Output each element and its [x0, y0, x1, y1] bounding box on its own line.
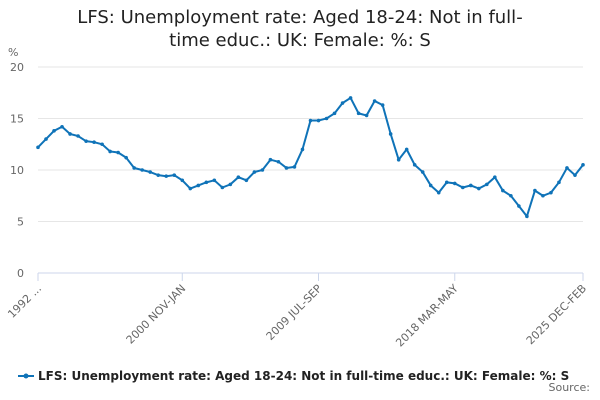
y-tick-label: 0	[17, 267, 24, 280]
data-point	[412, 163, 417, 167]
data-point	[324, 116, 329, 121]
data-point	[124, 155, 128, 160]
legend-label: LFS: Unemployment rate: Aged 18-24: Not …	[38, 369, 569, 383]
data-point	[220, 185, 225, 190]
data-point	[501, 188, 505, 193]
data-point	[284, 166, 289, 170]
data-point	[92, 140, 96, 144]
data-point	[76, 134, 80, 138]
data-point	[292, 165, 297, 169]
data-point	[477, 186, 481, 191]
data-point	[36, 145, 40, 150]
series-line	[37, 96, 584, 219]
data-point	[468, 183, 473, 188]
chart-title: LFS: Unemployment rate: Aged 18-24: Not …	[77, 7, 523, 51]
data-point	[388, 132, 393, 136]
data-point	[396, 157, 401, 162]
data-point	[460, 185, 465, 190]
x-tick-label: 2018 MAR-MAY	[393, 282, 461, 350]
data-point	[252, 170, 257, 174]
data-point	[316, 118, 321, 123]
data-point	[180, 178, 185, 183]
data-point	[228, 182, 233, 187]
data-point	[557, 180, 561, 185]
data-point	[68, 132, 72, 136]
data-point	[300, 147, 305, 152]
data-point	[236, 175, 241, 180]
data-point	[485, 182, 489, 187]
source: Source:	[549, 381, 591, 394]
data-point	[428, 183, 433, 188]
x-tick-label: 2025 DEC-FEB	[524, 282, 589, 347]
data-point	[140, 168, 144, 172]
data-point	[348, 96, 353, 100]
data-point	[116, 150, 120, 155]
data-point	[196, 183, 201, 188]
data-point	[525, 214, 529, 219]
data-point	[260, 168, 265, 172]
data-point	[132, 166, 136, 170]
data-point	[380, 103, 385, 107]
data-point	[164, 174, 169, 178]
y-axis-label: %	[8, 46, 18, 59]
data-point	[204, 180, 209, 185]
data-point	[420, 170, 425, 174]
data-point	[517, 204, 521, 208]
data-point	[404, 147, 409, 152]
data-point	[268, 157, 273, 162]
data-point	[549, 190, 553, 195]
data-point	[372, 99, 377, 103]
data-point	[493, 175, 497, 180]
x-tick-label: 2009 JUL-SEP	[264, 282, 325, 343]
y-tick-label: 10	[10, 164, 24, 177]
data-point	[156, 173, 161, 177]
x-tick-label: 1992 ...	[5, 282, 44, 321]
data-point	[44, 137, 48, 141]
x-tick-label: 2000 NOV-JAN	[124, 282, 189, 347]
data-point	[244, 178, 249, 183]
data-point	[276, 159, 281, 164]
y-tick-label: 20	[10, 61, 24, 74]
data-point	[581, 163, 585, 167]
data-point	[52, 129, 56, 133]
y-tick-label: 5	[17, 216, 24, 229]
legend-marker	[23, 373, 29, 379]
data-point	[573, 173, 577, 177]
data-point	[188, 186, 193, 191]
data-point	[308, 118, 313, 123]
data-point	[332, 111, 337, 116]
data-point	[60, 124, 64, 129]
data-point	[444, 180, 449, 185]
data-point	[148, 170, 153, 174]
data-point	[108, 149, 112, 154]
data-point	[356, 111, 361, 116]
data-point	[100, 142, 104, 147]
data-point	[84, 139, 88, 143]
data-point	[452, 181, 457, 186]
y-tick-label: 15	[10, 113, 24, 126]
data-point	[565, 166, 569, 170]
data-point	[541, 193, 545, 198]
data-point	[212, 178, 217, 183]
data-point	[172, 173, 177, 177]
data-point	[364, 113, 369, 118]
data-point	[533, 188, 537, 193]
data-point	[436, 190, 441, 195]
data-point	[340, 101, 345, 105]
data-point	[509, 193, 513, 198]
